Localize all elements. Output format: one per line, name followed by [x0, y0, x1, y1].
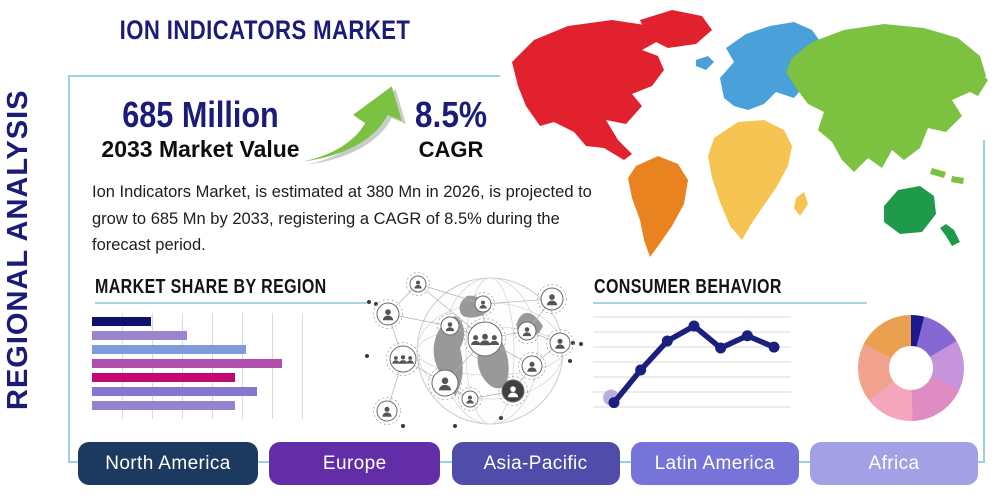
market-value-stat: 685 Million	[122, 94, 279, 135]
map-region-south-america	[628, 156, 688, 257]
map-region-new-zealand	[940, 224, 960, 246]
bar-gridline	[302, 313, 303, 419]
map-region-australia	[884, 186, 936, 234]
world-map-illustration	[512, 10, 988, 257]
donut-hole	[889, 346, 933, 390]
region-button-north-america[interactable]: North America	[78, 442, 258, 485]
consumer-behavior-title: CONSUMER BEHAVIOR	[594, 276, 782, 298]
bar-segment-4	[92, 373, 235, 382]
map-region-japan	[970, 72, 988, 96]
region-button-asia-pacific[interactable]: Asia-Pacific	[451, 442, 620, 485]
region-button-row: North America Europe Asia-Pacific Latin Ame…	[78, 442, 978, 485]
market-description: Ion Indicators Market, is estimated at 3…	[92, 183, 592, 255]
panel-border-left	[68, 75, 70, 463]
map-region-iceland	[696, 56, 714, 70]
bar-segment-5	[92, 387, 258, 396]
market-share-title: MARKET SHARE BY REGION	[95, 276, 327, 298]
region-button-europe[interactable]: Europe	[269, 442, 441, 485]
consumer-behavior-underline	[593, 302, 867, 304]
cagr-caption: CAGR	[418, 137, 484, 162]
growth-arrow-icon	[302, 86, 406, 165]
map-region-greenland	[640, 10, 712, 48]
market-share-bar-chart	[92, 317, 282, 415]
map-region-asia	[786, 24, 986, 172]
bar-segment-1	[92, 331, 187, 340]
bar-segment-0	[92, 317, 151, 326]
region-button-latin-america[interactable]: Latin America	[630, 442, 799, 485]
region-button-africa[interactable]: Africa	[810, 442, 978, 485]
bar-segment-6	[92, 401, 235, 410]
bar-segment-2	[92, 345, 246, 354]
consumer-behavior-line-chart	[593, 316, 791, 409]
page-title: ION INDICATORS MARKET	[119, 15, 411, 45]
map-region-africa	[708, 120, 792, 240]
region-donut-chart	[858, 315, 964, 421]
panel-border-right	[983, 140, 985, 463]
regional-analysis-label: REGIONAL ANALYSIS	[2, 89, 34, 411]
map-region-madagascar	[794, 192, 808, 216]
market-share-underline	[95, 302, 367, 304]
map-region-indonesia	[930, 168, 964, 184]
panel-border-top	[68, 75, 500, 77]
market-value-caption: 2033 Market Value	[101, 136, 300, 162]
map-region-north-america	[512, 20, 664, 160]
bar-segment-3	[92, 359, 282, 368]
cagr-stat: 8.5%	[414, 94, 488, 135]
globe-network-illustration	[365, 272, 583, 428]
